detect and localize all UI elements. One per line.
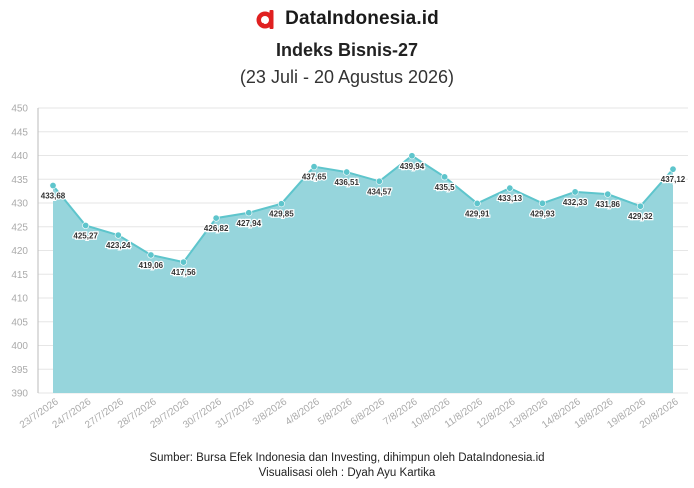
area-fill — [53, 155, 673, 393]
data-point — [49, 182, 57, 190]
brand-name: DataIndonesia.id — [285, 8, 439, 29]
data-point — [82, 221, 90, 229]
y-tick-label: 445 — [11, 127, 28, 138]
data-label: 432,33 — [563, 198, 588, 207]
data-point — [571, 188, 579, 196]
data-label: 427,94 — [237, 219, 262, 228]
data-point — [604, 190, 612, 198]
x-tick-label: 3/8/2026 — [251, 396, 290, 428]
data-label: 425,27 — [73, 231, 98, 240]
data-label: 437,65 — [302, 173, 327, 182]
data-point — [538, 199, 546, 207]
y-tick-label: 450 — [11, 104, 28, 115]
data-point — [114, 231, 122, 239]
data-point — [245, 209, 253, 217]
data-point — [343, 168, 351, 176]
data-label: 429,32 — [628, 212, 653, 221]
credit-note: Visualisasi oleh : Dyah Ayu Kartika — [258, 467, 436, 479]
y-tick-label: 400 — [11, 341, 28, 352]
data-label: 429,91 — [465, 209, 490, 218]
points-layer — [49, 152, 677, 266]
data-point — [375, 177, 383, 185]
data-point — [180, 258, 188, 266]
data-point — [441, 173, 449, 181]
chart-subtitle: (23 Juli - 20 Agustus 2026) — [239, 67, 455, 87]
data-point — [408, 152, 416, 160]
y-tick-label: 425 — [11, 222, 28, 233]
source-note: Sumber: Bursa Efek Indonesia dan Investi… — [149, 452, 545, 464]
data-label: 423,24 — [106, 241, 131, 250]
y-tick-label: 410 — [11, 294, 28, 305]
x-axis: 23/7/202624/7/202627/7/202628/7/202629/7… — [18, 396, 681, 431]
y-tick-label: 440 — [11, 151, 28, 162]
data-label: 433,13 — [498, 194, 523, 203]
y-axis: 390 395 400 405 410 415 420 425 430 435 440 445 450 — [11, 104, 28, 400]
data-point — [636, 202, 644, 210]
data-label: 419,06 — [139, 261, 164, 270]
series-line — [52, 154, 674, 264]
data-labels-layer: 433,68 425,27 423,24 419,06 417,56 426,82 427,… — [40, 161, 687, 279]
data-label: 431,86 — [596, 200, 621, 209]
data-label: 417,56 — [171, 268, 196, 277]
chart-title: Indeks Bisnis-27 — [275, 40, 419, 60]
y-tick-label: 405 — [11, 317, 28, 328]
data-point — [310, 163, 318, 171]
data-label: 429,85 — [269, 210, 294, 219]
y-tick-label: 420 — [11, 246, 28, 257]
data-label: 426,82 — [204, 224, 229, 233]
data-point — [506, 184, 514, 192]
brand-logo-icon — [256, 10, 274, 29]
data-label: 439,94 — [400, 162, 425, 171]
y-tick-label: 415 — [11, 270, 28, 281]
data-label: 437,12 — [661, 175, 686, 184]
data-point — [277, 200, 285, 208]
area-layer — [52, 154, 674, 393]
data-label: 433,68 — [41, 192, 66, 201]
x-tick-label: 6/8/2026 — [349, 396, 388, 428]
y-tick-label: 390 — [11, 389, 28, 400]
data-label: 436,51 — [334, 178, 359, 187]
y-tick-label: 395 — [11, 365, 28, 376]
data-point — [473, 199, 481, 207]
x-tick-label: 5/8/2026 — [316, 396, 355, 428]
data-point — [147, 251, 155, 259]
data-label: 435,5 — [435, 183, 456, 192]
x-tick-label: 4/8/2026 — [284, 396, 323, 428]
data-label: 429,93 — [530, 209, 555, 218]
brand-header: DataIndonesia.id — [0, 6, 694, 32]
y-tick-label: 430 — [11, 199, 28, 210]
data-label: 434,57 — [367, 187, 392, 196]
data-point — [669, 165, 677, 173]
data-point — [212, 214, 220, 222]
y-tick-label: 435 — [11, 175, 28, 186]
